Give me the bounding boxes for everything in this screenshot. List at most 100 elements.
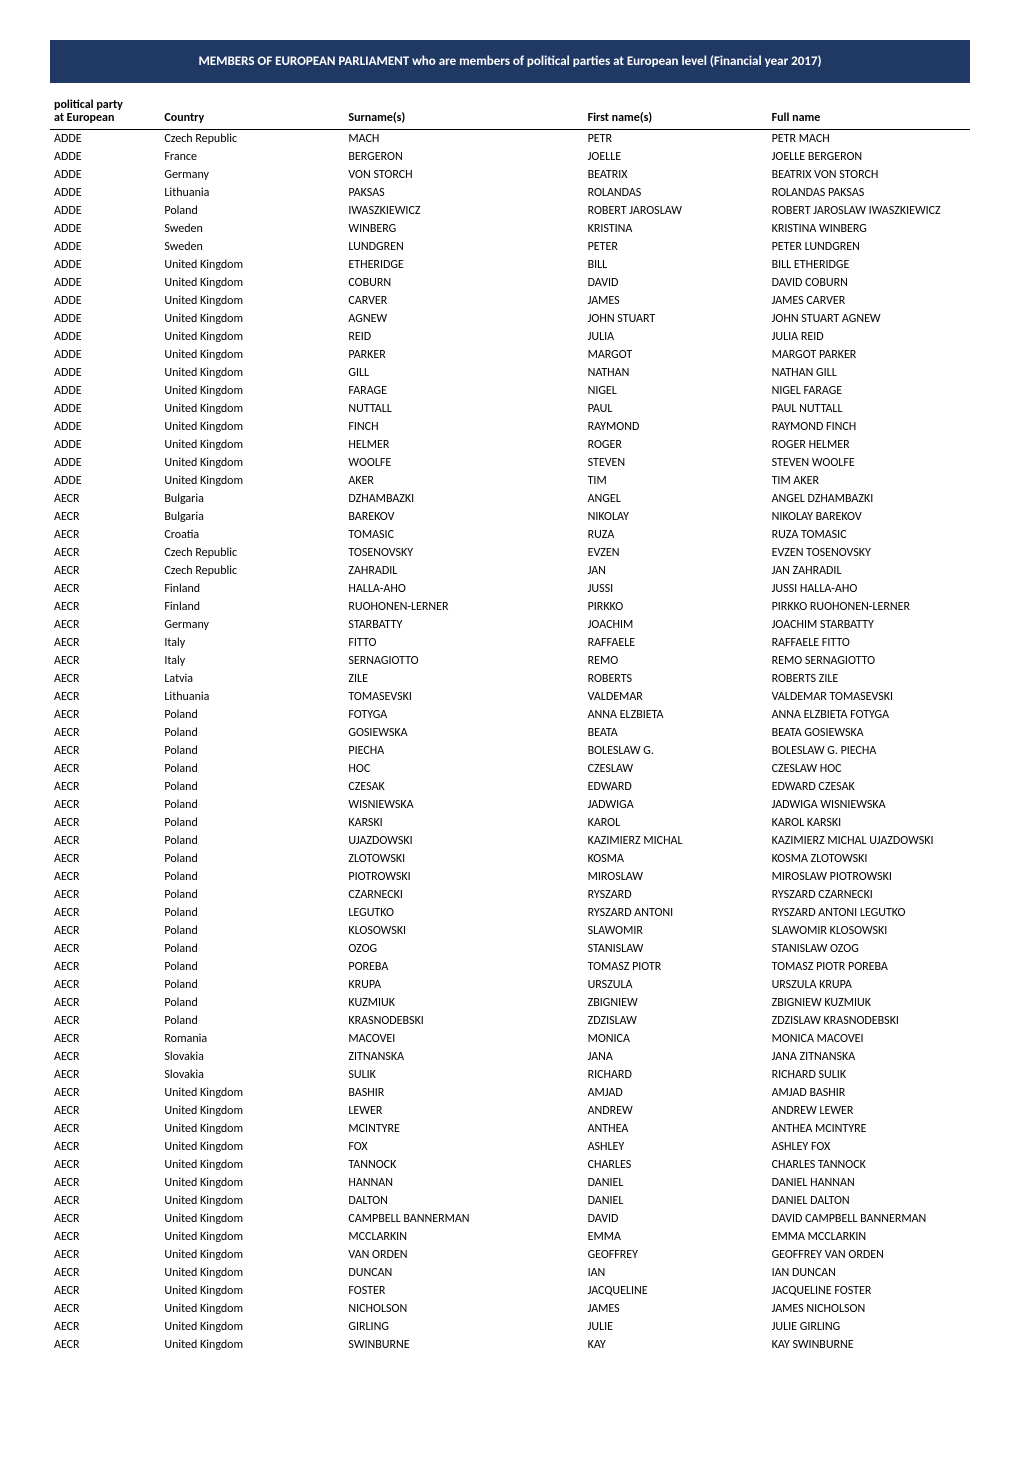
table-cell: GILL: [344, 364, 583, 382]
table-cell: IWASZKIEWICZ: [344, 202, 583, 220]
table-cell: TANNOCK: [344, 1156, 583, 1174]
table-cell: BASHIR: [344, 1084, 583, 1102]
table-cell: AECR: [50, 1246, 160, 1264]
table-cell: Finland: [160, 598, 344, 616]
table-cell: AECR: [50, 832, 160, 850]
table-cell: PIOTROWSKI: [344, 868, 583, 886]
table-row: AECRUnited KingdomHANNANDANIELDANIEL HAN…: [50, 1174, 970, 1192]
table-cell: RYSZARD: [584, 886, 768, 904]
table-cell: FARAGE: [344, 382, 583, 400]
table-row: AECRPolandKUZMIUKZBIGNIEWZBIGNIEW KUZMIU…: [50, 994, 970, 1012]
table-cell: REID: [344, 328, 583, 346]
table-cell: JAMES NICHOLSON: [768, 1300, 970, 1318]
table-cell: AECR: [50, 688, 160, 706]
table-cell: PARKER: [344, 346, 583, 364]
table-row: ADDEUnited KingdomGILLNATHANNATHAN GILL: [50, 364, 970, 382]
table-cell: Poland: [160, 742, 344, 760]
table-cell: ZITNANSKA: [344, 1048, 583, 1066]
table-cell: EVZEN TOSENOVSKY: [768, 544, 970, 562]
table-cell: ADDE: [50, 436, 160, 454]
table-cell: RYSZARD ANTONI: [584, 904, 768, 922]
table-cell: United Kingdom: [160, 1120, 344, 1138]
table-cell: MONICA: [584, 1030, 768, 1048]
table-cell: CZESAK: [344, 778, 583, 796]
table-cell: AECR: [50, 1336, 160, 1354]
table-cell: ANDREW: [584, 1102, 768, 1120]
table-cell: United Kingdom: [160, 1264, 344, 1282]
table-cell: AMJAD: [584, 1084, 768, 1102]
table-cell: United Kingdom: [160, 400, 344, 418]
table-cell: ADDE: [50, 274, 160, 292]
table-cell: AECR: [50, 796, 160, 814]
table-cell: GEOFFREY VAN ORDEN: [768, 1246, 970, 1264]
table-cell: ANGEL DZHAMBAZKI: [768, 490, 970, 508]
table-cell: Poland: [160, 832, 344, 850]
table-cell: DAVID CAMPBELL BANNERMAN: [768, 1210, 970, 1228]
table-cell: FOX: [344, 1138, 583, 1156]
table-row: AECRUnited KingdomCAMPBELL BANNERMANDAVI…: [50, 1210, 970, 1228]
table-cell: ADDE: [50, 238, 160, 256]
table-cell: United Kingdom: [160, 1246, 344, 1264]
table-cell: Poland: [160, 922, 344, 940]
table-body: ADDECzech RepublicMACHPETRPETR MACHADDEF…: [50, 130, 970, 1355]
table-cell: KOSMA ZLOTOWSKI: [768, 850, 970, 868]
table-cell: KAY SWINBURNE: [768, 1336, 970, 1354]
table-cell: AECR: [50, 760, 160, 778]
table-cell: MCINTYRE: [344, 1120, 583, 1138]
table-cell: United Kingdom: [160, 1336, 344, 1354]
table-cell: NIGEL FARAGE: [768, 382, 970, 400]
table-cell: ASHLEY FOX: [768, 1138, 970, 1156]
table-cell: KOSMA: [584, 850, 768, 868]
table-cell: PAUL NUTTALL: [768, 400, 970, 418]
table-cell: United Kingdom: [160, 310, 344, 328]
table-cell: AGNEW: [344, 310, 583, 328]
table-cell: CARVER: [344, 292, 583, 310]
table-cell: United Kingdom: [160, 1318, 344, 1336]
table-row: AECRUnited KingdomTANNOCKCHARLESCHARLES …: [50, 1156, 970, 1174]
table-cell: HELMER: [344, 436, 583, 454]
table-row: AECRUnited KingdomDALTONDANIELDANIEL DAL…: [50, 1192, 970, 1210]
table-cell: TOSENOVSKY: [344, 544, 583, 562]
table-cell: Poland: [160, 202, 344, 220]
table-row: AECRPolandKRUPAURSZULAURSZULA KRUPA: [50, 976, 970, 994]
table-row: AECRCzech RepublicTOSENOVSKYEVZENEVZEN T…: [50, 544, 970, 562]
table-cell: NIGEL: [584, 382, 768, 400]
table-cell: ROGER HELMER: [768, 436, 970, 454]
table-cell: United Kingdom: [160, 436, 344, 454]
table-cell: United Kingdom: [160, 418, 344, 436]
table-cell: AKER: [344, 472, 583, 490]
table-cell: AECR: [50, 868, 160, 886]
table-cell: CHARLES TANNOCK: [768, 1156, 970, 1174]
table-cell: NATHAN GILL: [768, 364, 970, 382]
table-cell: AECR: [50, 562, 160, 580]
table-cell: Poland: [160, 904, 344, 922]
table-cell: JAMES: [584, 1300, 768, 1318]
table-row: ADDEFranceBERGERONJOELLEJOELLE BERGERON: [50, 148, 970, 166]
table-cell: Slovakia: [160, 1066, 344, 1084]
table-cell: ANNA ELZBIETA FOTYGA: [768, 706, 970, 724]
table-cell: United Kingdom: [160, 346, 344, 364]
table-cell: KRUPA: [344, 976, 583, 994]
table-cell: United Kingdom: [160, 1156, 344, 1174]
table-cell: AECR: [50, 634, 160, 652]
table-cell: RYSZARD ANTONI LEGUTKO: [768, 904, 970, 922]
table-cell: Poland: [160, 976, 344, 994]
table-cell: REMO: [584, 652, 768, 670]
table-cell: AECR: [50, 1300, 160, 1318]
table-cell: AECR: [50, 904, 160, 922]
table-cell: JACQUELINE: [584, 1282, 768, 1300]
table-cell: JOACHIM STARBATTY: [768, 616, 970, 634]
table-cell: Lithuania: [160, 688, 344, 706]
table-row: AECRFinlandRUOHONEN-LERNERPIRKKOPIRKKO R…: [50, 598, 970, 616]
table-cell: AECR: [50, 994, 160, 1012]
table-cell: BERGERON: [344, 148, 583, 166]
table-cell: United Kingdom: [160, 472, 344, 490]
table-cell: KUZMIUK: [344, 994, 583, 1012]
table-cell: DALTON: [344, 1192, 583, 1210]
table-row: AECRPolandCZESAKEDWARDEDWARD CZESAK: [50, 778, 970, 796]
table-cell: Poland: [160, 850, 344, 868]
table-cell: MARGOT PARKER: [768, 346, 970, 364]
table-cell: IAN DUNCAN: [768, 1264, 970, 1282]
table-cell: AECR: [50, 670, 160, 688]
table-cell: AECR: [50, 1264, 160, 1282]
